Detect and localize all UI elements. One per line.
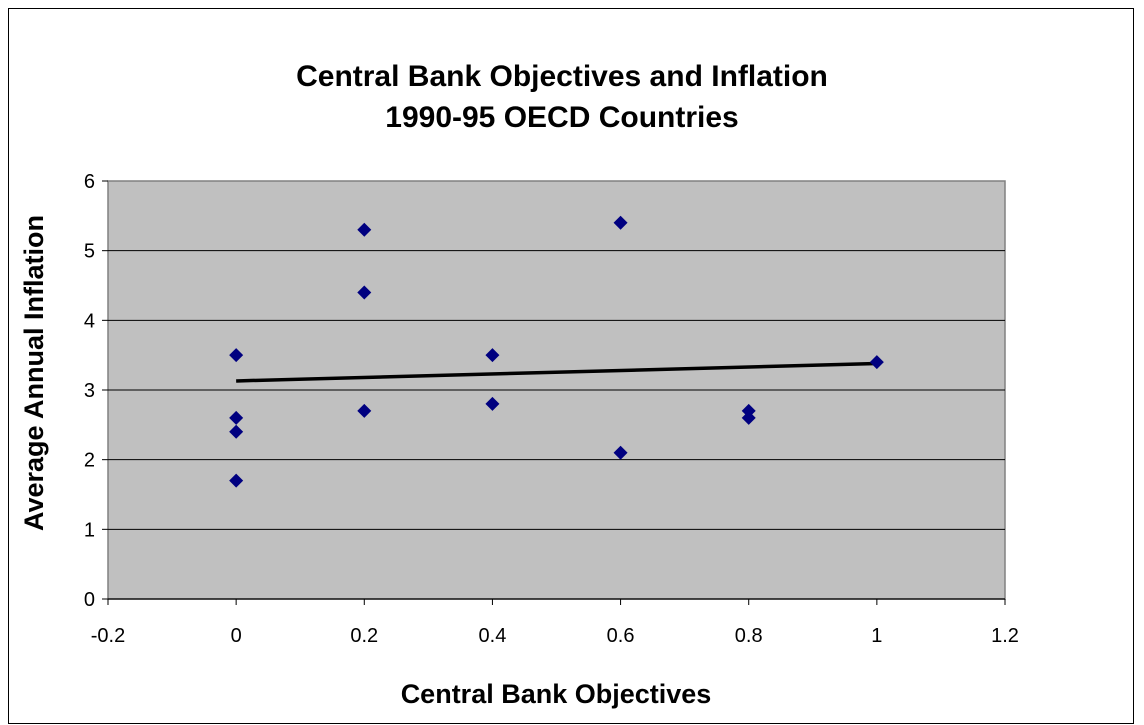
y-tick-labels: 0 1 2 3 4 5 6	[84, 171, 95, 611]
x-tick-label-7: 1.2	[991, 625, 1019, 647]
data-point-6	[357, 403, 372, 418]
x-tick-label-6: 1	[871, 625, 882, 647]
data-point-10	[613, 445, 628, 460]
y-tick-label-2: 2	[84, 450, 95, 472]
y-axis-title: Average Annual Inflation	[19, 215, 49, 531]
data-point-4	[357, 222, 372, 237]
x-tick-label-5: 0.8	[735, 625, 763, 647]
data-point-13	[869, 355, 884, 370]
scatter-chart: Central Bank Objectives and Inflation 19…	[19, 60, 1019, 709]
chart-frame: Central Bank Objectives and Inflation 19…	[8, 8, 1134, 724]
x-tick-label-1: 0	[231, 625, 242, 647]
y-tick-label-3: 3	[84, 380, 95, 402]
data-point-1	[229, 410, 244, 425]
data-point-12	[741, 410, 756, 425]
data-point-7	[485, 348, 500, 363]
data-point-5	[357, 285, 372, 300]
gridlines	[108, 250, 1005, 530]
chart-subtitle: 1990-95 OECD Countries	[385, 101, 738, 134]
y-tick-label-4: 4	[84, 310, 95, 332]
x-tick-labels: -0.2 0 0.2 0.4 0.6 0.8 1 1.2	[91, 625, 1019, 647]
y-tick-label-6: 6	[84, 171, 95, 193]
y-tick-label-5: 5	[84, 241, 95, 263]
data-point-0	[229, 348, 244, 363]
trendline-layer	[236, 361, 877, 383]
y-tick-label-0: 0	[84, 589, 95, 611]
x-tick-label-0: -0.2	[91, 625, 125, 647]
x-axis-title: Central Bank Objectives	[401, 679, 712, 709]
x-tick-label-3: 0.4	[479, 625, 507, 647]
data-points	[229, 215, 884, 488]
x-tick-label-2: 0.2	[350, 625, 378, 647]
data-point-3	[229, 473, 244, 488]
axes	[102, 180, 1006, 605]
data-point-2	[229, 424, 244, 439]
chart-title: Central Bank Objectives and Inflation	[296, 60, 828, 93]
trendline	[236, 361, 877, 383]
data-point-8	[485, 396, 500, 411]
y-tick-label-1: 1	[84, 519, 95, 541]
x-tick-label-4: 0.6	[607, 625, 635, 647]
data-point-9	[613, 215, 628, 230]
